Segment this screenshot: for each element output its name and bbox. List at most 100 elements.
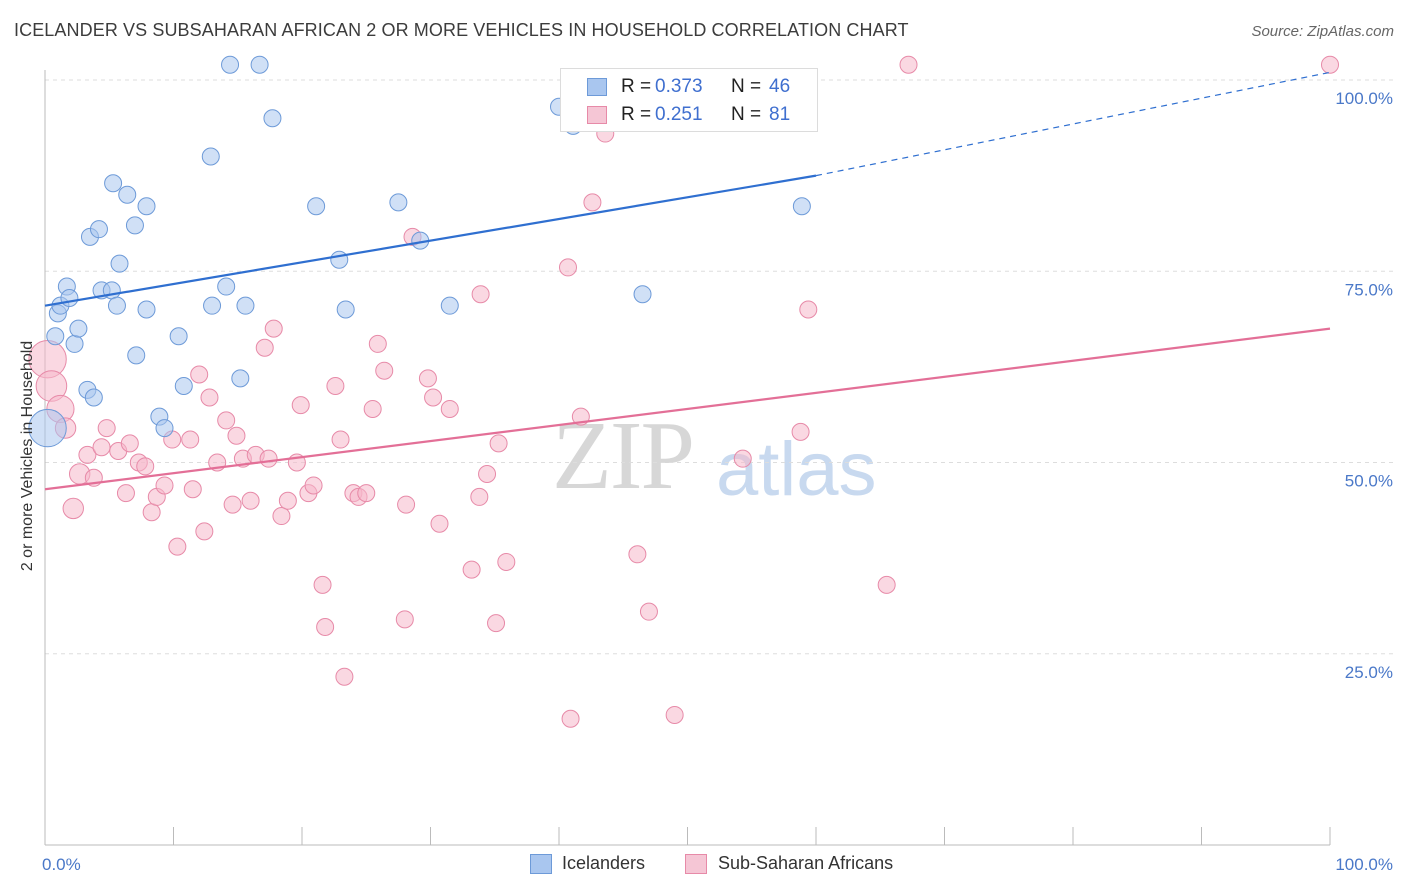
series-icelanders-points	[28, 55, 811, 448]
subsaharan-point-14	[136, 457, 155, 476]
legend-r-value: 0.251	[655, 104, 703, 125]
icelander-point-17	[118, 185, 137, 204]
subsaharan-point-44	[331, 430, 350, 449]
subsaharan-point-63	[487, 614, 506, 633]
icelander-point-11	[89, 220, 108, 239]
trend-lines	[44, 71, 1331, 491]
icelander-point-29	[231, 369, 250, 388]
icelander-point-24	[169, 327, 188, 346]
icelander-point-5	[60, 289, 79, 308]
subsaharan-point-45	[335, 667, 354, 686]
subsaharan-point-34	[264, 319, 283, 338]
subsaharan-point-52	[395, 610, 414, 629]
subsaharan-point-9	[97, 419, 116, 438]
icelander-point-15	[107, 296, 126, 315]
icelander-point-0	[28, 408, 67, 448]
subsaharan-point-36	[278, 491, 297, 510]
subsaharan-point-17	[155, 476, 174, 495]
subsaharan-point-76	[799, 300, 818, 319]
chart-title: ICELANDER VS SUBSAHARAN AFRICAN 2 OR MOR…	[14, 20, 909, 40]
axes	[44, 70, 1331, 846]
subsaharan-point-20	[181, 430, 200, 449]
icelander-point-7	[69, 319, 88, 338]
subsaharan-point-75	[791, 422, 810, 441]
subsaharan-point-41	[313, 575, 332, 594]
legend-swatch-subsaharan	[685, 854, 707, 874]
subsaharan-point-78	[899, 55, 918, 74]
icelander-point-14	[104, 174, 123, 193]
subsaharan-point-65	[497, 552, 516, 571]
icelander-point-25	[174, 377, 193, 395]
subsaharan-point-43	[326, 377, 345, 395]
legend-row-icelanders: R = 0.373 N = 46	[561, 74, 817, 102]
subsaharan-point-62	[478, 464, 497, 483]
y-axis-title: 2 or more Vehicles in Household	[19, 341, 36, 571]
correlation-legend: R = 0.373 N = 46 R = 0.251 N = 81	[560, 68, 818, 132]
icelander-point-30	[236, 296, 255, 315]
subsaharan-point-11	[116, 484, 135, 503]
legend-n-value: 46	[769, 76, 791, 97]
subsaharan-point-38	[291, 396, 310, 415]
subsaharan-point-26	[217, 411, 236, 430]
subsaharan-point-59	[462, 560, 481, 579]
subsaharan-point-64	[489, 434, 508, 453]
legend-r-label: R =	[621, 104, 652, 125]
subsaharan-point-40	[304, 476, 323, 495]
y-tick-label-25: 25.0%	[1345, 663, 1393, 682]
legend-swatch-icelanders	[530, 854, 552, 874]
subsaharan-point-57	[430, 514, 449, 533]
icelander-point-35	[330, 250, 349, 269]
subsaharan-point-28	[227, 426, 246, 445]
subsaharan-point-73	[665, 705, 684, 724]
icelander-point-34	[307, 197, 326, 216]
icelander-point-39	[440, 296, 459, 315]
legend-r-value: 0.373	[655, 76, 703, 97]
subsaharan-point-35	[272, 507, 291, 526]
legend-label-subsaharan: Sub-Saharan Africans	[718, 853, 894, 873]
y-tick-label-50: 50.0%	[1345, 472, 1393, 491]
icelander-point-44	[633, 285, 652, 304]
subsaharan-point-66	[558, 258, 577, 277]
subsaharan-point-72	[639, 602, 658, 621]
icelander-point-37	[389, 193, 408, 212]
y-tick-label-100: 100.0%	[1335, 89, 1393, 108]
subsaharan-point-77	[877, 575, 896, 594]
tick-labels: 25.0% 50.0% 75.0% 100.0% 0.0% 100.0%	[42, 89, 1393, 874]
icelander-trend-extension	[815, 71, 1331, 177]
legend-r-label: R =	[621, 76, 652, 97]
subsaharan-point-50	[368, 334, 387, 353]
icelander-point-36	[336, 300, 355, 319]
icelander-point-19	[127, 346, 146, 365]
legend-n-label: N =	[731, 104, 762, 125]
subsaharan-point-53	[397, 495, 416, 514]
icelander-point-31	[221, 55, 240, 74]
subsaharan-point-6	[78, 445, 97, 464]
legend-row-subsaharan: R = 0.251 N = 81	[561, 102, 817, 130]
legend-label-icelanders: Icelanders	[562, 853, 646, 873]
icelander-point-26	[201, 147, 220, 166]
subsaharan-point-12	[120, 434, 139, 453]
subsaharan-point-33	[259, 449, 278, 468]
subsaharan-point-60	[470, 487, 489, 506]
subsaharan-point-24	[200, 388, 219, 407]
icelander-point-9	[84, 388, 103, 407]
subsaharan-point-27	[223, 495, 242, 514]
subsaharan-point-71	[628, 545, 647, 564]
subsaharan-point-19	[168, 537, 187, 556]
subsaharan-point-49	[363, 399, 382, 418]
icelander-point-1	[46, 327, 65, 346]
icelander-point-23	[155, 419, 174, 438]
x-tick-label-end: 100.0%	[1335, 855, 1393, 874]
subsaharan-point-55	[418, 369, 437, 388]
subsaharan-point-51	[375, 361, 394, 380]
icelander-point-21	[137, 300, 156, 319]
subsaharan-point-42	[316, 617, 335, 636]
icelander-trend-line	[44, 174, 817, 307]
icelander-point-6	[65, 334, 84, 353]
icelander-point-18	[125, 216, 144, 235]
icelander-point-16	[110, 254, 129, 273]
watermark-atlas: atlas	[716, 427, 877, 512]
y-tick-label-75: 75.0%	[1345, 280, 1393, 299]
icelander-point-32	[250, 55, 269, 74]
